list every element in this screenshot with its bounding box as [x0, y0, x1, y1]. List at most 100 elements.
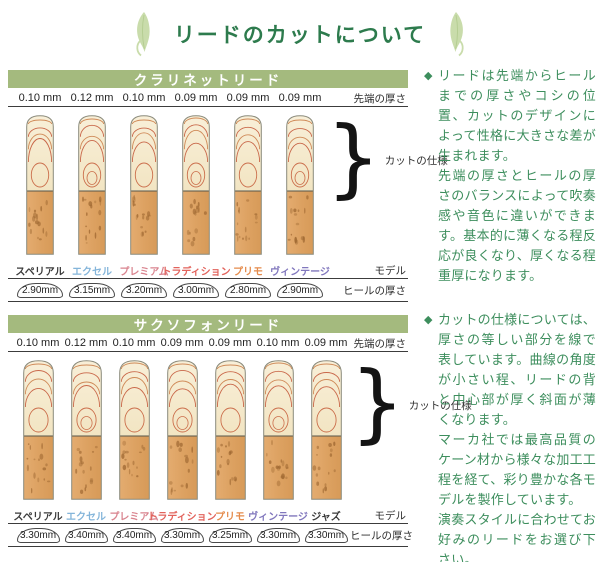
tip-value: 0.10 mm	[18, 92, 62, 104]
row-label-model: モデル	[374, 265, 407, 277]
tip-thickness-cell: 0.09 mm	[222, 92, 274, 104]
model-cell: ヴィンテージ	[270, 263, 330, 278]
bullet-icon: ◆	[424, 314, 433, 326]
model-name: スペリアル	[13, 512, 63, 523]
reed-illustration	[14, 360, 62, 500]
heel-cell: 3.40mm	[62, 527, 110, 543]
note-text: リードは先端からヒールまでの厚さやコシの位置、カットのデザインによって性格に大き…	[438, 68, 596, 163]
heel-cell: 3.30mm	[14, 527, 62, 543]
model-cell: ヴィンテージ	[248, 508, 308, 523]
reed-area: } カットの仕様	[8, 107, 448, 263]
model-cell: プレミアム	[118, 263, 170, 278]
tip-value: 0.10 mm	[256, 337, 300, 349]
tip-thickness-cell: 0.12 mm	[66, 92, 118, 104]
model-cell: トラディション	[147, 508, 216, 523]
model-name: スペリアル	[15, 267, 65, 278]
tip-value: 0.09 mm	[174, 92, 218, 104]
tip-value: 0.09 mm	[278, 92, 322, 104]
model-name: エクセル	[66, 512, 106, 523]
heel-value: 3.20mm	[121, 282, 167, 298]
note-paragraph: ◆ リードは先端からヒールまでの厚さやコシの位置、カットのデザインによって性格に大…	[424, 66, 596, 286]
tip-thickness-cell: 0.09 mm	[206, 337, 254, 349]
heel-cell: 2.90mm	[274, 282, 326, 298]
tip-thickness-cell: 0.09 mm	[302, 337, 350, 349]
heel-value: 3.30mm	[256, 527, 300, 543]
bullet-icon: ◆	[424, 70, 433, 82]
tip-value: 0.09 mm	[160, 337, 204, 349]
reed-illustration	[222, 115, 274, 255]
tip-thickness-cell: 0.10 mm	[14, 337, 62, 349]
row-label-heel: ヒールの厚さ	[350, 529, 413, 542]
heel-value: 3.30mm	[16, 527, 60, 543]
heel-cell: 3.00mm	[170, 282, 222, 298]
heel-value: 2.90mm	[277, 282, 323, 298]
reed-illustration	[170, 115, 222, 255]
model-name: プリモ	[215, 512, 245, 523]
model-name: トラディション	[161, 267, 231, 278]
reed-area: } カットの仕様	[8, 352, 472, 508]
cut-brace: }	[350, 353, 405, 453]
row-label-heel: ヒールの厚さ	[343, 284, 406, 297]
heel-value: 3.30mm	[304, 527, 348, 543]
heel-row: 2.90mm 3.15mm 3.20mm 3.00mm 2.80mm 2.90mm ヒールの…	[8, 279, 408, 302]
model-cell: ジャズ	[302, 508, 350, 523]
tip-row: 0.10 mm 0.12 mm 0.10 mm 0.09 mm 0.09 mm 0.10 …	[8, 335, 408, 352]
row-label-tip: 先端の厚さ	[353, 92, 407, 105]
note-text: マーカ社では最高品質のケーン材から様々な加工工程を経て、彩り豊かな各モデルを製作…	[438, 432, 596, 507]
leaf-icon-right	[442, 11, 472, 57]
heel-value: 3.40mm	[112, 527, 156, 543]
tip-thickness-cell: 0.10 mm	[110, 337, 158, 349]
heel-cell: 3.25mm	[206, 527, 254, 543]
reed-section: サクソフォンリード 0.10 mm 0.12 mm 0.10 mm 0.09 mm 0.…	[8, 315, 472, 547]
cut-brace: }	[326, 108, 381, 208]
model-row: スペリアル エクセル プレミアム トラディション プリモ ヴィンテージ ジャズ モデル	[8, 508, 408, 524]
tip-thickness-cell: 0.10 mm	[254, 337, 302, 349]
reed-illustration	[62, 360, 110, 500]
heel-value: 3.30mm	[160, 527, 204, 543]
tip-thickness-cell: 0.10 mm	[118, 92, 170, 104]
model-cell: エクセル	[66, 263, 118, 278]
heel-row: 3.30mm 3.40mm 3.40mm 3.30mm 3.25mm 3.30mm 3.30…	[8, 524, 413, 547]
tip-thickness-cell: 0.12 mm	[62, 337, 110, 349]
section-header: サクソフォンリード	[8, 315, 408, 333]
model-cell: プリモ	[222, 263, 274, 278]
model-name: トラディション	[147, 512, 217, 523]
section-title: クラリネットリード	[133, 73, 283, 88]
row-label-cut: カットの仕様	[408, 400, 472, 412]
tip-thickness-cell: 0.09 mm	[158, 337, 206, 349]
tip-value: 0.10 mm	[16, 337, 60, 349]
heel-value: 3.00mm	[173, 282, 219, 298]
model-name: ヴィンテージ	[270, 267, 330, 278]
leaf-icon-left	[128, 11, 158, 57]
model-cell: スペリアル	[13, 508, 63, 523]
reed-illustration	[206, 360, 254, 500]
reed-illustration	[254, 360, 302, 500]
heel-cell: 3.15mm	[66, 282, 118, 298]
heel-cell: 3.30mm	[254, 527, 302, 543]
model-cell: スペリアル	[14, 263, 66, 278]
model-name: プリモ	[233, 267, 263, 278]
heel-value: 3.15mm	[69, 282, 115, 298]
reed-illustration	[110, 360, 158, 500]
heel-cell: 3.40mm	[110, 527, 158, 543]
tip-value: 0.12 mm	[64, 337, 108, 349]
heel-value: 2.90mm	[17, 282, 63, 298]
heel-value: 3.25mm	[208, 527, 252, 543]
cut-cell: } カットの仕様	[350, 360, 472, 446]
tip-value: 0.10 mm	[122, 92, 166, 104]
tip-value: 0.10 mm	[112, 337, 156, 349]
note-text: カットの仕様については、厚さの等しい部分を線で表しています。曲線の角度が小さい程…	[438, 312, 596, 427]
reed-illustration	[118, 115, 170, 255]
reed-illustration	[274, 115, 326, 255]
reed-illustration	[158, 360, 206, 500]
tip-value: 0.09 mm	[226, 92, 270, 104]
model-cell: エクセル	[62, 508, 110, 523]
reed-section: クラリネットリード 0.10 mm 0.12 mm 0.10 mm 0.09 mm 0.…	[8, 70, 448, 302]
reed-illustration	[66, 115, 118, 255]
tip-value: 0.12 mm	[70, 92, 114, 104]
model-cell: トラディション	[161, 263, 230, 278]
model-name: ジャズ	[311, 512, 341, 523]
heel-cell: 2.90mm	[14, 282, 66, 298]
model-name: プレミアム	[119, 267, 169, 278]
heel-cell: 3.30mm	[302, 527, 350, 543]
